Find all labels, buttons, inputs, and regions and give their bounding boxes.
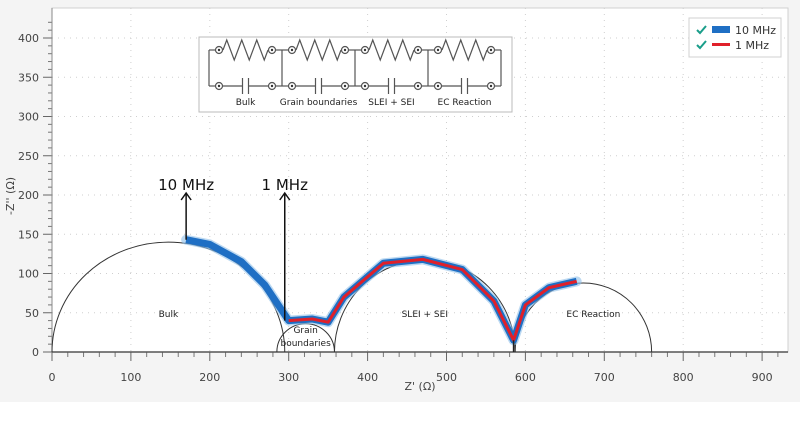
x-tick-label: 300	[278, 371, 299, 384]
frequency-annotation: 10 MHz	[158, 176, 214, 194]
data-series	[181, 234, 582, 352]
circuit-inset: Bulk Grain boundaries SLEI + SEI EC Reactio…	[198, 36, 513, 113]
y-tick-label: 150	[18, 228, 39, 241]
legend-swatch-blue	[712, 26, 730, 33]
semicircle-label: EC Reaction	[566, 310, 620, 320]
arrow-up-icon	[180, 191, 192, 201]
circuit-label: Bulk	[236, 98, 256, 108]
x-tick-label: 700	[594, 371, 615, 384]
y-tick-label: 400	[18, 32, 39, 45]
axes: 0 100 200 300 400 500 600 700 800 900 0 50 100 150 200…	[18, 8, 788, 384]
x-tick-label: 200	[199, 371, 220, 384]
frequency-annotation: 1 MHz	[262, 176, 309, 194]
circuit-label: EC Reaction	[438, 98, 492, 108]
y-axis-title: -Z'' (Ω)	[4, 177, 17, 215]
y-tick-label: 50	[25, 307, 39, 320]
annotations: 10 MHz 1 MHz	[158, 176, 308, 321]
circuit-label: SLEI + SEI	[368, 98, 414, 108]
y-tick-label: 0	[32, 346, 39, 359]
x-tick-label: 800	[673, 371, 694, 384]
legend-item-1mhz[interactable]: 1 MHz	[696, 39, 769, 52]
circuit-label: Grain boundaries	[280, 98, 358, 108]
y-tick-label: 100	[18, 268, 39, 281]
legend-swatch-red	[712, 43, 730, 46]
x-tick-label: 600	[515, 371, 536, 384]
legend-label: 1 MHz	[735, 39, 769, 52]
series-1mhz	[288, 257, 578, 342]
legend-item-10mhz[interactable]: 10 MHz	[696, 24, 776, 37]
check-icon	[696, 40, 707, 50]
svg-text:Grain: Grain	[293, 326, 317, 336]
y-tick-label: 300	[18, 111, 39, 124]
x-tick-label: 400	[357, 371, 378, 384]
y-tick-label: 250	[18, 150, 39, 163]
x-tick-label: 500	[436, 371, 457, 384]
legend-label: 10 MHz	[735, 24, 776, 37]
arrow-up-icon	[279, 191, 291, 201]
semicircle-label: SLEI + SEI	[402, 310, 448, 320]
x-tick-label: 0	[49, 371, 56, 384]
x-tick-label: 900	[752, 371, 773, 384]
y-tick-label: 350	[18, 71, 39, 84]
y-tick-label: 200	[18, 189, 39, 202]
check-icon	[696, 25, 707, 35]
x-tick-label: 100	[120, 371, 141, 384]
legend: 10 MHz 1 MHz	[688, 17, 782, 58]
semicircle-label: Bulk	[159, 310, 179, 320]
svg-text:boundaries: boundaries	[281, 339, 332, 349]
x-axis-title: Z' (Ω)	[404, 380, 435, 393]
